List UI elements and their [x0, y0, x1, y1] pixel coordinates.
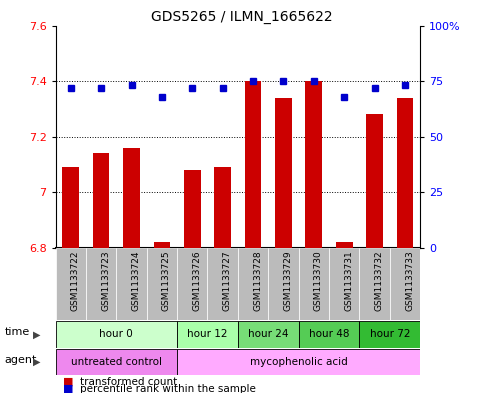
Bar	[298, 248, 329, 320]
Bar	[56, 248, 86, 320]
Text: agent: agent	[5, 355, 37, 365]
Bar	[177, 321, 238, 348]
Bar	[329, 248, 359, 320]
Bar	[305, 81, 322, 248]
Bar	[268, 248, 298, 320]
Text: hour 12: hour 12	[187, 329, 228, 340]
Bar	[359, 321, 420, 348]
Text: GSM1133731: GSM1133731	[344, 250, 353, 311]
Bar	[123, 148, 140, 248]
Text: GSM1133733: GSM1133733	[405, 250, 414, 311]
Text: hour 0: hour 0	[99, 329, 133, 340]
Bar	[245, 81, 261, 248]
Text: GSM1133723: GSM1133723	[101, 250, 110, 311]
Bar	[154, 242, 170, 248]
Text: GSM1133725: GSM1133725	[162, 250, 171, 311]
Text: GDS5265 / ILMN_1665622: GDS5265 / ILMN_1665622	[151, 10, 332, 24]
Text: untreated control: untreated control	[71, 357, 162, 367]
Bar	[238, 321, 298, 348]
Text: GSM1133722: GSM1133722	[71, 250, 80, 311]
Bar	[116, 248, 147, 320]
Bar	[275, 98, 292, 248]
Text: GSM1133724: GSM1133724	[131, 250, 141, 311]
Text: GSM1133729: GSM1133729	[284, 250, 293, 311]
Bar	[56, 349, 177, 375]
Bar	[214, 167, 231, 248]
Text: ■: ■	[63, 377, 73, 387]
Bar	[238, 248, 268, 320]
Bar	[298, 321, 359, 348]
Bar	[93, 153, 110, 248]
Bar	[390, 248, 420, 320]
Text: hour 24: hour 24	[248, 329, 288, 340]
Bar	[336, 242, 353, 248]
Bar	[397, 98, 413, 248]
Text: GSM1133732: GSM1133732	[375, 250, 384, 311]
Text: percentile rank within the sample: percentile rank within the sample	[80, 384, 256, 393]
Text: transformed count: transformed count	[80, 377, 177, 387]
Text: GSM1133728: GSM1133728	[253, 250, 262, 311]
Bar	[366, 114, 383, 248]
Bar	[147, 248, 177, 320]
Bar	[86, 248, 116, 320]
Text: ▶: ▶	[32, 329, 40, 340]
Text: GSM1133730: GSM1133730	[314, 250, 323, 311]
Text: mycophenolic acid: mycophenolic acid	[250, 357, 348, 367]
Text: time: time	[5, 327, 30, 338]
Bar	[208, 248, 238, 320]
Bar	[177, 248, 208, 320]
Text: hour 48: hour 48	[309, 329, 349, 340]
Bar	[56, 321, 177, 348]
Text: ■: ■	[63, 384, 73, 393]
Bar	[177, 349, 420, 375]
Bar	[359, 248, 390, 320]
Bar	[62, 167, 79, 248]
Text: ▶: ▶	[32, 357, 40, 367]
Text: GSM1133727: GSM1133727	[223, 250, 232, 311]
Text: hour 72: hour 72	[369, 329, 410, 340]
Text: GSM1133726: GSM1133726	[192, 250, 201, 311]
Bar	[184, 170, 200, 248]
